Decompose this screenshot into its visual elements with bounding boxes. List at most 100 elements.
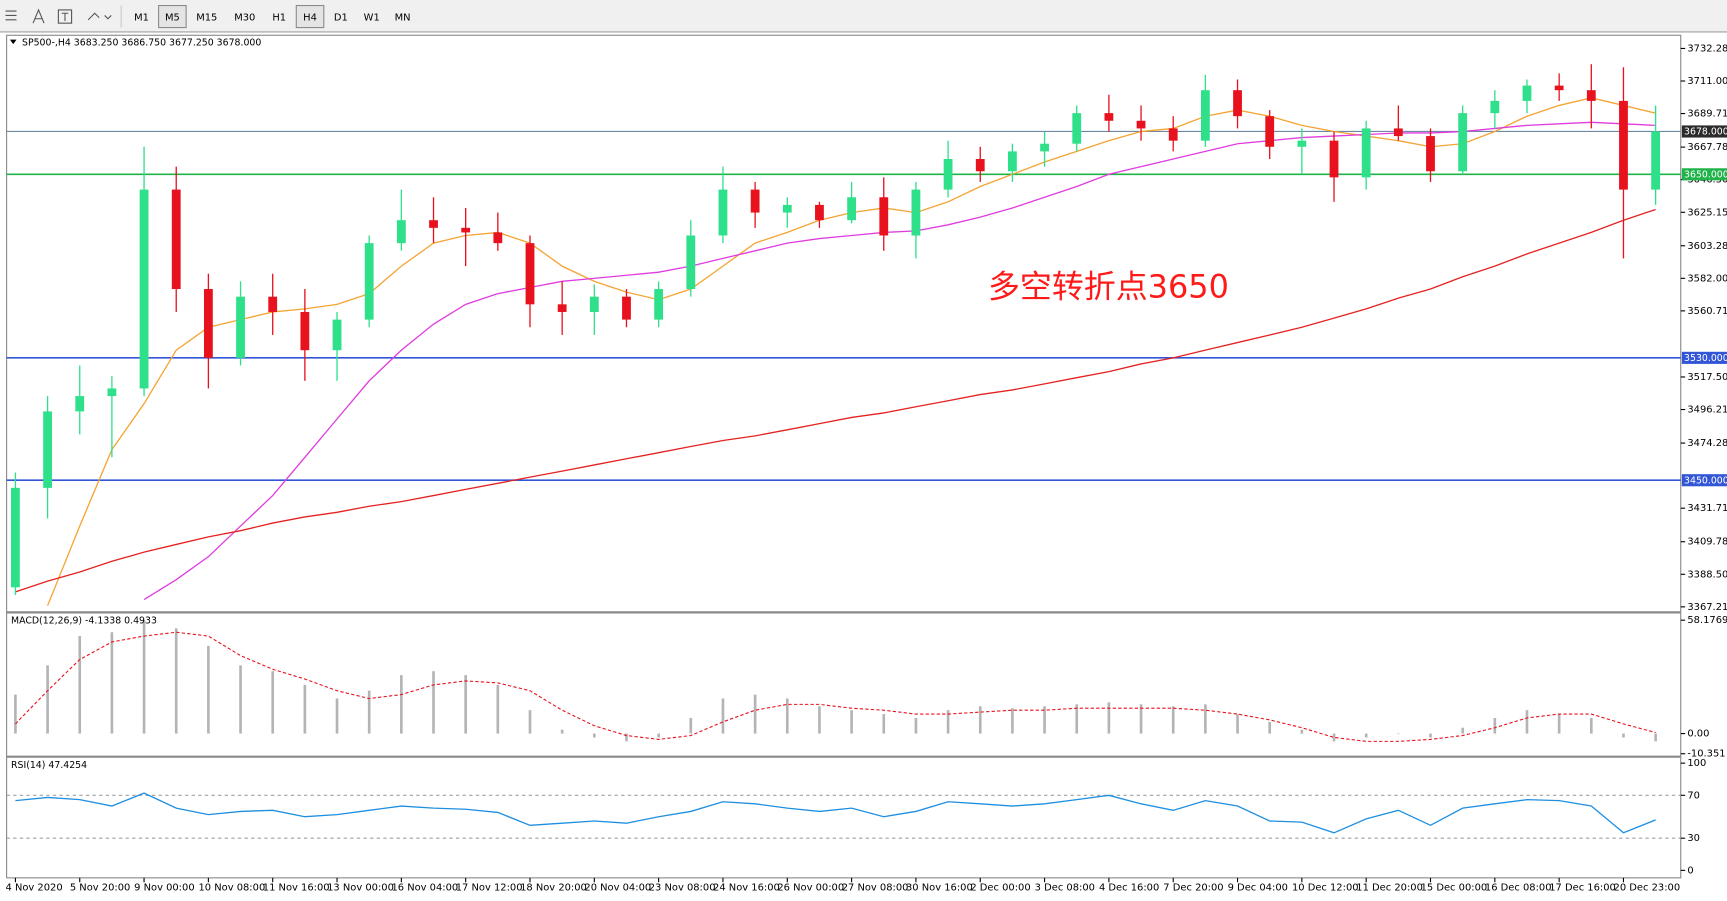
level-label: 3650.000 (1684, 169, 1727, 180)
macd-bar (914, 717, 918, 734)
x-tick-label: 10 Nov 08:00 (198, 883, 265, 894)
macd-bar (1268, 721, 1272, 734)
x-tick-label: 17 Dec 16:00 (1549, 883, 1616, 894)
macd-bar (1300, 729, 1304, 734)
lines-icon[interactable] (5, 10, 17, 21)
macd-bar (528, 710, 532, 734)
timeframe-label[interactable]: D1 (334, 13, 348, 24)
timeframe-label[interactable]: M1 (134, 13, 149, 24)
timeframe-label[interactable]: M5 (165, 13, 180, 24)
macd-bar (1654, 733, 1657, 742)
x-tick-label: 3 Dec 08:00 (1035, 883, 1095, 894)
macd-bar (1043, 706, 1046, 734)
level-label: 3450.000 (1684, 475, 1727, 486)
candle-body (268, 296, 278, 312)
timeframe-label[interactable]: MN (395, 13, 411, 24)
candle-body (1040, 143, 1049, 152)
x-tick-label: 16 Nov 04:00 (391, 883, 458, 894)
candle-body (911, 189, 921, 236)
y-tick-label: 3625.155 (1687, 207, 1727, 218)
candle-body (203, 289, 213, 358)
candle-body (1651, 131, 1661, 190)
macd-bar (400, 675, 403, 734)
text-icon[interactable] (32, 8, 45, 24)
macd-bar (110, 632, 114, 734)
x-tick-label: 16 Dec 08:00 (1485, 883, 1552, 894)
x-tick-label: 11 Nov 16:00 (263, 883, 330, 894)
macd-bar (1171, 706, 1175, 734)
x-tick-label: 17 Nov 12:00 (456, 883, 523, 894)
label-icon-glyph (61, 12, 69, 21)
timeframe-button[interactable] (295, 4, 325, 29)
macd-bar (657, 733, 660, 738)
x-tick-label: 10 Dec 12:00 (1292, 883, 1359, 894)
y-tick-label: 3517.500 (1687, 372, 1727, 383)
macd-bar (1557, 714, 1561, 734)
candle-body (782, 204, 792, 213)
candle-body (139, 189, 149, 389)
macd-bar (1236, 714, 1239, 734)
label-icon[interactable] (57, 9, 73, 24)
macd-bar (1622, 733, 1625, 738)
macd-bar (850, 710, 853, 734)
x-tick-label: 26 Nov 00:00 (777, 883, 844, 894)
y-tick-label: 3582.000 (1687, 273, 1727, 284)
candle-body (236, 296, 245, 358)
macd-bar (753, 694, 757, 734)
candle-body (622, 296, 631, 320)
candle-body (847, 197, 857, 221)
macd-bar (978, 706, 982, 734)
candle-body (1008, 151, 1017, 172)
macd-bar (689, 717, 693, 734)
candle-body (1233, 90, 1242, 117)
x-tick-label: 9 Nov 00:00 (134, 883, 194, 894)
timeframe-label[interactable]: W1 (364, 13, 380, 24)
y-tick-label: 3431.715 (1687, 503, 1727, 514)
macd-bar (432, 671, 435, 734)
timeframe-button[interactable] (158, 4, 187, 29)
level-tag (1681, 168, 1727, 181)
macd-bar (464, 675, 467, 734)
y-tick-label: 3732.285 (1687, 43, 1727, 54)
x-tick-label: 4 Dec 16:00 (1099, 883, 1159, 894)
chart-frame (6, 34, 1682, 879)
macd-bar (1332, 733, 1336, 742)
candle-body (1297, 140, 1307, 147)
level-tag (1681, 125, 1727, 138)
toolbar-bg (0, 0, 1727, 32)
candle-body (943, 159, 953, 190)
y-tick-label: 3474.285 (1687, 438, 1727, 449)
x-tick-label: 11 Dec 20:00 (1356, 883, 1423, 894)
candle-body (815, 204, 824, 221)
macd-bar (78, 636, 82, 734)
y-tick-label: 58.1769 (1687, 615, 1727, 626)
macd-bar (1011, 708, 1014, 734)
candle-body (654, 289, 664, 320)
candle-body (525, 243, 535, 305)
macd-bar (592, 733, 596, 738)
timeframe-label[interactable]: M30 (234, 13, 255, 24)
candle-body (1490, 100, 1500, 114)
candle-body (1554, 85, 1564, 91)
level-label: 3530.000 (1684, 353, 1727, 364)
candle-body (171, 189, 181, 290)
candle-body (1104, 113, 1114, 121)
timeframe-label[interactable]: H1 (272, 13, 286, 24)
y-tick-label: 3496.215 (1687, 405, 1727, 416)
objects-icon[interactable] (87, 12, 112, 21)
candle-body (1168, 128, 1178, 141)
x-tick-label: 4 Nov 2020 (6, 883, 63, 894)
macd-bar (625, 733, 628, 742)
macd-bar (271, 671, 275, 734)
timeframe-label[interactable]: M15 (196, 13, 217, 24)
x-tick-label: 7 Dec 20:00 (1163, 883, 1223, 894)
x-tick-label: 23 Nov 08:00 (649, 883, 716, 894)
candle-body (461, 227, 471, 233)
timeframe-label[interactable]: H4 (303, 13, 317, 24)
x-tick-label: 15 Dec 00:00 (1421, 883, 1488, 894)
candle-body (107, 388, 117, 397)
candle-body (429, 220, 438, 228)
x-tick-label: 30 Nov 16:00 (906, 883, 973, 894)
candle-body (1458, 113, 1468, 172)
